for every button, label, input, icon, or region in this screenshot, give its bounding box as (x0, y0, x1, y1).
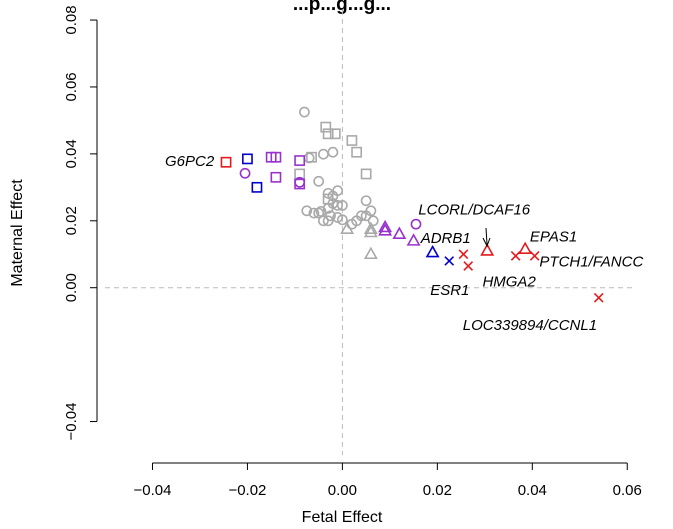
y-tick-label: 0.02 (63, 206, 80, 235)
y-tick-label: 0.00 (63, 273, 80, 302)
point-gray-circle (308, 207, 320, 219)
point-red-triangle (518, 241, 533, 255)
x-tick-label: 0.00 (328, 482, 357, 499)
point-gray-circle (313, 207, 325, 219)
point-purple-square (270, 151, 282, 163)
x-tick-label: −0.02 (228, 482, 266, 499)
point-purple-triangle (406, 233, 421, 246)
y-axis: −0.04 0.00 0.02 0.04 0.06 0.08 (63, 5, 98, 441)
point-red-cross (529, 251, 540, 261)
x-tick-label: 0.06 (613, 482, 642, 499)
point-gray-square (322, 128, 334, 140)
point-gray-triangle (363, 221, 378, 234)
point-red-cross (510, 251, 521, 261)
gene-label: PTCH1/FANCC (539, 254, 643, 271)
point-gray-circle (360, 210, 372, 222)
point-gray-circle (336, 214, 348, 226)
point-gray-circle (325, 210, 336, 222)
x-tick-label: 0.02 (423, 482, 452, 499)
point-purple-triangle (392, 226, 407, 239)
point-gray-triangle (363, 246, 378, 260)
gene-label: ESR1 (430, 282, 469, 299)
point-red-cross (458, 249, 469, 260)
point-red-cross (463, 261, 474, 271)
point-gray-triangle (340, 221, 355, 234)
y-tick-label: 0.04 (63, 139, 80, 168)
point-gray-square (360, 168, 372, 180)
gene-label: G6PC2 (165, 153, 215, 170)
point-gray-square (351, 146, 363, 158)
point-purple-circle (239, 167, 251, 179)
leader-arrowhead (482, 237, 491, 248)
point-gray-square (322, 193, 334, 205)
point-gray-circle (332, 199, 344, 211)
point-red-square (220, 156, 232, 168)
point-blue-triangle (425, 244, 440, 258)
point-gray-circle (317, 215, 329, 227)
y-tick-label: 0.06 (63, 72, 80, 101)
y-tick-label: 0.08 (63, 5, 80, 34)
x-axis: −0.04 −0.02 0.00 0.02 0.04 0.06 (133, 462, 642, 499)
point-gray-circle (299, 106, 310, 118)
point-purple-triangle (378, 223, 393, 236)
point-gray-triangle (363, 224, 378, 238)
x-axis-label: Fetal Effect (302, 509, 383, 526)
gene-label: LCORL/DCAF16 (418, 202, 530, 219)
gene-label: ADRB1 (420, 230, 471, 247)
point-purple-square (294, 155, 306, 166)
point-gray-circle (367, 215, 379, 227)
x-tick-label: 0.04 (518, 482, 547, 499)
point-gray-circle (336, 199, 348, 211)
data-points (220, 106, 604, 303)
gene-label: EPAS1 (530, 228, 577, 245)
leader-line (485, 227, 488, 245)
point-purple-circle (410, 218, 422, 230)
point-gray-square (346, 135, 358, 146)
point-gray-circle (301, 205, 313, 217)
point-gray-square (320, 121, 332, 133)
x-tick-label: −0.04 (133, 482, 171, 499)
point-purple-triangle (378, 219, 393, 233)
point-gray-circle (313, 175, 325, 187)
point-gray-circle (317, 148, 329, 160)
point-gray-circle (322, 215, 334, 227)
point-gray-square (306, 151, 317, 163)
y-axis-label: Maternal Effect (9, 179, 26, 287)
gene-labels: G6PC2 LCORL/DCAF16 ADRB1 EPAS1 PTCH1/FANCCHM… (165, 153, 643, 334)
point-purple-square (294, 178, 306, 190)
gene-label: HMGA2 (482, 274, 536, 291)
y-tick-label: −0.04 (63, 403, 80, 441)
point-blue-square (242, 153, 253, 165)
point-gray-circle (360, 195, 372, 207)
point-blue-square (251, 181, 263, 193)
point-blue-cross (444, 256, 455, 266)
reference-lines (105, 10, 632, 455)
point-gray-square (329, 128, 341, 140)
point-red-triangle (480, 243, 495, 256)
chart-title: ...p...g...g... (293, 0, 391, 15)
point-red-cross (593, 292, 604, 303)
point-purple-square (270, 171, 282, 183)
point-gray-circle (355, 210, 367, 222)
gene-label: LOC339894/CCNL1 (463, 317, 597, 334)
point-gray-square (294, 168, 306, 180)
point-gray-circle (327, 146, 339, 158)
